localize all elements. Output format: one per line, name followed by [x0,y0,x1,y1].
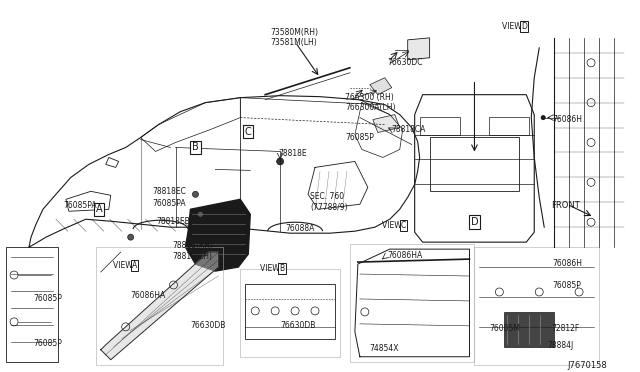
Circle shape [193,191,198,197]
Text: 76630DC: 76630DC [388,58,423,67]
Text: 76085P: 76085P [33,339,62,348]
Bar [504,312,554,347]
Text: 72812F: 72812F [551,324,579,333]
Text: VIEW: VIEW [382,221,404,230]
Polygon shape [370,78,392,94]
Text: 78818E: 78818E [278,150,307,158]
Text: FRONT: FRONT [551,201,580,210]
Bar [240,269,340,357]
Polygon shape [408,38,429,60]
Text: VIEW: VIEW [113,261,135,270]
Text: 76086H: 76086H [552,115,582,124]
Text: C: C [401,221,406,230]
Bar [420,116,460,135]
Text: 78818EB: 78818EB [157,217,190,226]
Bar [474,247,599,365]
Text: 76085P: 76085P [33,294,62,303]
Bar [245,284,335,339]
Text: 78818CA: 78818CA [392,125,426,134]
Text: B: B [280,264,285,273]
Text: 76085PA: 76085PA [63,201,97,210]
Text: 78818EC: 78818EC [152,187,186,196]
Circle shape [276,158,284,165]
Bar [350,244,474,362]
Text: A: A [95,204,102,214]
Text: 76085P: 76085P [345,132,374,141]
Text: SEC. 760
(77788/9): SEC. 760 (77788/9) [310,192,348,212]
Bar [96,247,223,365]
Circle shape [197,211,204,217]
Bar [490,116,529,135]
Text: A: A [132,261,137,270]
Text: B: B [192,142,199,153]
Text: VIEW: VIEW [502,22,525,31]
Polygon shape [186,199,250,271]
Text: 73580M(RH)
73581M(LH): 73580M(RH) 73581M(LH) [270,28,318,47]
Text: 76086HA: 76086HA [388,251,423,260]
Text: 76086HA: 76086HA [131,291,166,300]
Text: D: D [522,22,527,31]
Polygon shape [373,115,400,132]
Text: 76085P: 76085P [552,281,581,290]
Bar [6,247,58,362]
Text: VIEW: VIEW [260,264,282,273]
Text: 76630DB: 76630DB [191,321,226,330]
Text: 76005M: 76005M [490,324,520,333]
Text: 76085PA: 76085PA [152,199,186,208]
Polygon shape [100,252,218,360]
Text: 74854X: 74854X [370,344,399,353]
Text: 76088A: 76088A [285,224,314,233]
Text: D: D [470,217,478,227]
Text: C: C [245,126,252,137]
Text: 78818(RH)
78819(LH): 78818(RH) 78819(LH) [173,241,214,260]
Text: 78884J: 78884J [547,341,573,350]
Circle shape [541,115,546,120]
Text: 766300 (RH)
766300A(LH): 766300 (RH) 766300A(LH) [345,93,396,112]
Bar [429,137,519,191]
Circle shape [127,234,134,240]
Text: 76086H: 76086H [552,259,582,268]
Text: J7670158: J7670158 [567,361,607,370]
Text: 76630DB: 76630DB [280,321,316,330]
